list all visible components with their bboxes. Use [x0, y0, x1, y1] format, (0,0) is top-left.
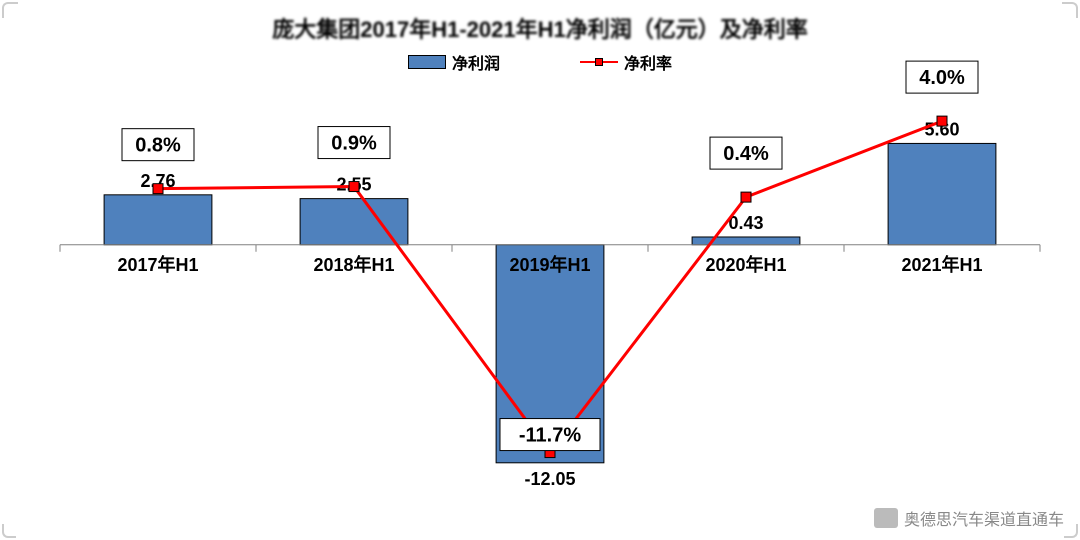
category-label-0: 2017年H1 [117, 254, 198, 275]
rate-text-4: 4.0% [919, 67, 965, 89]
rate-text-2: -11.7% [519, 425, 581, 447]
bar-3 [692, 237, 800, 245]
wechat-icon [874, 508, 898, 528]
rate-marker-0 [153, 184, 163, 194]
rate-marker-1 [349, 182, 359, 192]
category-label-4: 2021年H1 [901, 254, 982, 275]
watermark-text: 奥德思汽车渠道直通车 [904, 506, 1064, 530]
chart-area: 2017年H12018年H12019年H12020年H12021年H12.762… [60, 100, 1040, 480]
line-swatch [580, 61, 618, 63]
bar-0 [104, 195, 212, 245]
bar-value-2: -12.05 [524, 469, 575, 489]
chart-svg: 2017年H12018年H12019年H12020年H12021年H12.762… [60, 100, 1040, 480]
legend-line-label: 净利率 [624, 50, 672, 74]
rate-marker-3 [741, 192, 751, 202]
legend-item-line: 净利率 [580, 50, 672, 74]
chart-title: 庞大集团2017年H1-2021年H1净利润（亿元）及净利率 [0, 0, 1080, 44]
rate-text-0: 0.8% [135, 135, 181, 157]
legend-bar-label: 净利润 [452, 50, 500, 74]
category-label-2: 2019年H1 [509, 254, 590, 275]
rate-text-1: 0.9% [331, 133, 377, 155]
bar-4 [888, 143, 996, 244]
watermark: 奥德思汽车渠道直通车 [874, 506, 1064, 530]
rate-marker-4 [937, 116, 947, 126]
legend-item-bar: 净利润 [408, 50, 500, 74]
rate-text-3: 0.4% [723, 143, 769, 165]
bar-swatch [408, 55, 446, 69]
category-label-1: 2018年H1 [313, 254, 394, 275]
category-label-3: 2020年H1 [705, 254, 786, 275]
bar-value-3: 0.43 [728, 213, 763, 233]
